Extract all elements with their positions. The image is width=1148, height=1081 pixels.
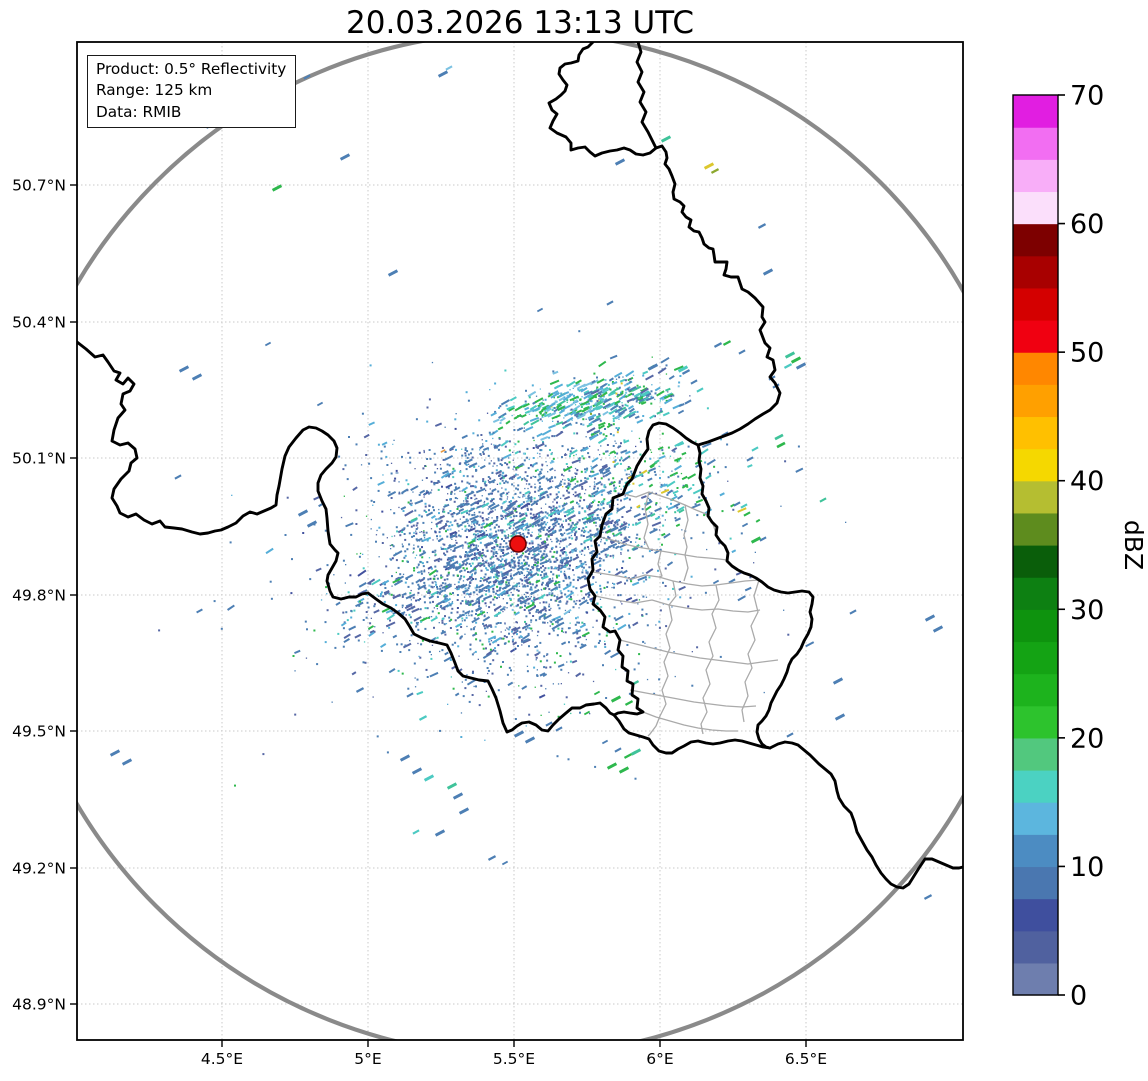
colorbar-tick-60: 60: [1070, 209, 1104, 240]
axis-labels: 50.7°N 50.4°N 50.1°N 49.8°N 49.5°N 49.2°N 48.9…: [12, 177, 827, 1069]
reflectivity-echo-layer: [109, 65, 944, 900]
colorbar-tick-70: 70: [1070, 81, 1104, 112]
y-axis-label-5: 49.2°N: [12, 860, 66, 878]
x-axis-label-1: 5°E: [354, 1050, 381, 1068]
x-axis-label-2: 5.5°E: [493, 1050, 535, 1068]
range-line: Range: 125 km: [96, 81, 213, 100]
colorbar-tick-0: 0: [1070, 981, 1087, 1012]
colorbar: 0 10 20 30 40 50 60 70 dBZ: [1012, 81, 1148, 1012]
colorbar-tick-20: 20: [1070, 723, 1104, 754]
axis-ticks: [70, 184, 807, 1047]
x-axis-label-4: 6.5°E: [785, 1050, 827, 1068]
page-title: 20.03.2026 13:13 UTC: [346, 5, 694, 41]
y-axis-label-1: 50.4°N: [12, 314, 66, 332]
plot-frame: [76, 41, 964, 1041]
data-source-line: Data: RMIB: [96, 102, 182, 121]
x-axis-label-3: 6°E: [646, 1050, 673, 1068]
radar-site-marker: [509, 535, 527, 553]
colorbar-tick-30: 30: [1070, 595, 1104, 626]
y-axis-label-0: 50.7°N: [12, 177, 66, 195]
y-axis-label-6: 48.9°N: [12, 996, 66, 1014]
y-axis-label-2: 50.1°N: [12, 450, 66, 468]
product-info-box: Product: 0.5° Reflectivity Range: 125 km…: [87, 55, 297, 129]
country-borders: [77, 42, 963, 890]
colorbar-tick-50: 50: [1070, 338, 1104, 369]
colorbar-unit-label: dBZ: [1119, 520, 1148, 570]
y-axis-label-3: 49.8°N: [12, 587, 66, 605]
luxembourg-district-borders: [592, 491, 779, 737]
x-axis-label-0: 4.5°E: [201, 1050, 243, 1068]
product-line: Product: 0.5° Reflectivity: [96, 60, 287, 78]
colorbar-tick-40: 40: [1070, 466, 1104, 497]
colorbar-tick-10: 10: [1070, 852, 1104, 883]
y-axis-label-4: 49.5°N: [12, 723, 66, 741]
